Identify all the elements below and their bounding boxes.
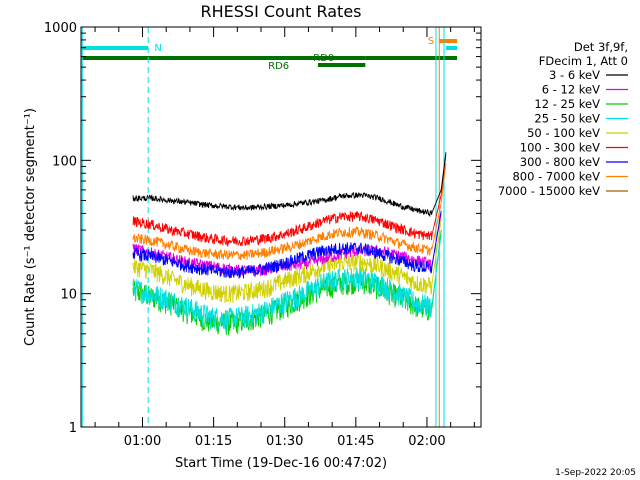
series-line-300-800-kev (132, 210, 442, 279)
flag-label-n: N (154, 43, 161, 54)
y-axis-label: Count Rate (s⁻¹ detector segment⁻¹) (23, 108, 38, 346)
x-tick-label: 01:30 (266, 434, 303, 449)
legend-entry-label: 50 - 100 keV (527, 126, 600, 140)
flag-label-s: S (428, 36, 434, 47)
y-tick-label: 10 (60, 288, 77, 303)
legend-entry-label: 7000 - 15000 keV (498, 184, 600, 198)
chart-title: RHESSI Count Rates (201, 2, 362, 21)
y-tick-label: 100 (52, 154, 77, 169)
legend-entry-label: 300 - 800 keV (520, 155, 600, 169)
flag-label-rd0: RD0 (313, 53, 334, 64)
x-axis-label: Start Time (19-Dec-16 00:47:02) (175, 456, 387, 471)
legend-header-line-1: Det 3f,9f, (574, 40, 628, 54)
legend-entry-label: 3 - 6 keV (549, 68, 600, 82)
x-tick-label: 02:00 (408, 434, 445, 449)
series-line-100-300-kev (132, 154, 447, 247)
series-line-25-50-kev (132, 233, 442, 333)
series-lines (132, 152, 447, 336)
series-line-3-6-kev (132, 152, 447, 218)
x-tick-label: 01:15 (195, 434, 232, 449)
legend-entry-label: 6 - 12 keV (542, 83, 600, 97)
legend-header-line-2: FDecim 1, Att 0 (539, 54, 628, 68)
flag-bars: N S RD0 RD6 (81, 36, 457, 72)
y-axis: 1 10 100 1000 (44, 21, 481, 436)
series-line-800-7000-kev (132, 163, 447, 261)
legend-entry-label: 12 - 25 keV (534, 97, 600, 111)
y-tick-label: 1000 (44, 21, 77, 36)
x-tick-label: 01:00 (124, 434, 161, 449)
y-tick-label: 1 (69, 421, 77, 436)
footer-date: 1-Sep-2022 20:05 (555, 468, 636, 478)
legend-entry-label: 800 - 7000 keV (512, 170, 600, 184)
series-line-50-100-kev (132, 219, 442, 304)
legend-entry-label: 25 - 50 keV (534, 112, 600, 126)
flag-label-rd6: RD6 (268, 61, 289, 72)
legend-entry-label: 100 - 300 keV (520, 141, 600, 155)
x-axis: 01:00 01:15 01:30 01:45 02:00 (94, 27, 475, 449)
plot-frame (80, 26, 482, 428)
x-tick-label: 01:45 (337, 434, 374, 449)
